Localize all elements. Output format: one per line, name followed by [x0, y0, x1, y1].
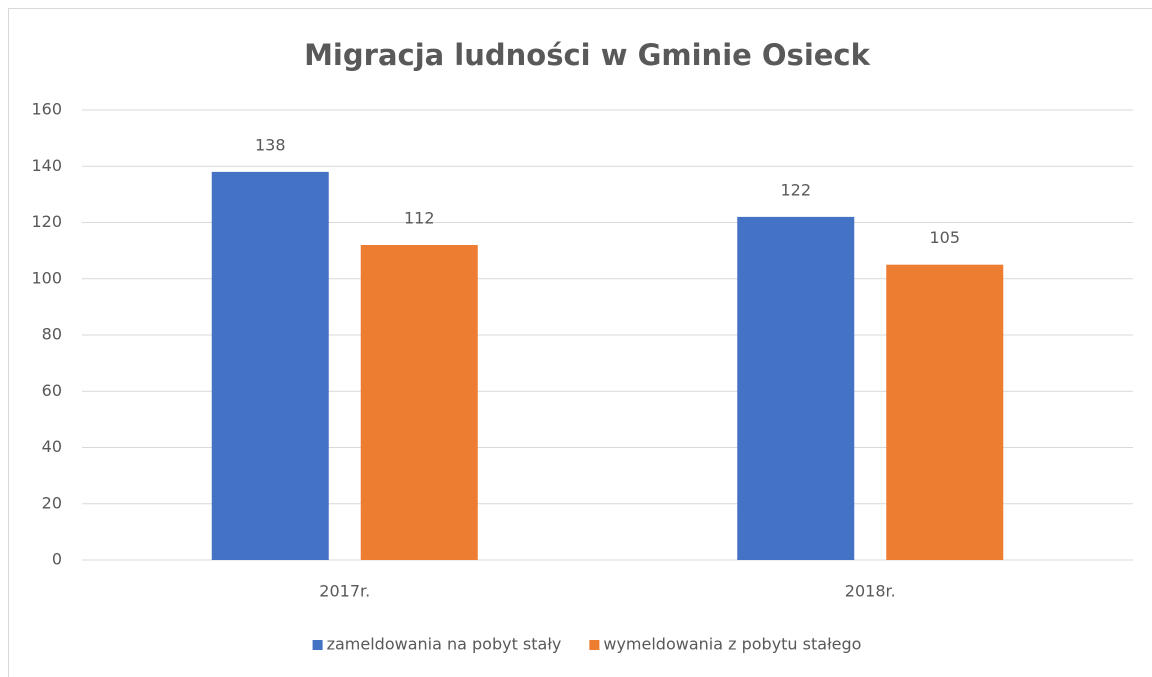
y-tick-label: 100 — [31, 268, 62, 287]
y-tick-label: 160 — [31, 100, 62, 119]
y-tick-label: 80 — [42, 325, 62, 344]
bar — [886, 264, 1004, 560]
legend-label: zameldowania na pobyt stały — [327, 635, 562, 654]
data-label: 122 — [780, 180, 811, 199]
y-tick-label: 60 — [42, 381, 62, 400]
y-tick-label: 40 — [42, 437, 62, 456]
bar — [211, 171, 329, 560]
data-label: 138 — [255, 135, 286, 154]
chart-title: Migracja ludności w Gminie Osieck — [304, 38, 871, 72]
x-tick-label: 2017r. — [319, 582, 370, 601]
y-tick-label: 0 — [52, 550, 62, 569]
data-label: 112 — [404, 209, 435, 228]
bar — [360, 245, 478, 560]
y-tick-label: 140 — [31, 156, 62, 175]
y-tick-label: 20 — [42, 493, 62, 512]
legend-label: wymeldowania z pobytu stałego — [603, 635, 861, 654]
data-label: 105 — [929, 228, 960, 247]
y-tick-label: 120 — [31, 212, 62, 231]
bar — [737, 216, 855, 560]
legend-swatch — [589, 640, 600, 650]
x-tick-label: 2018r. — [845, 582, 896, 601]
legend-swatch — [312, 640, 323, 650]
